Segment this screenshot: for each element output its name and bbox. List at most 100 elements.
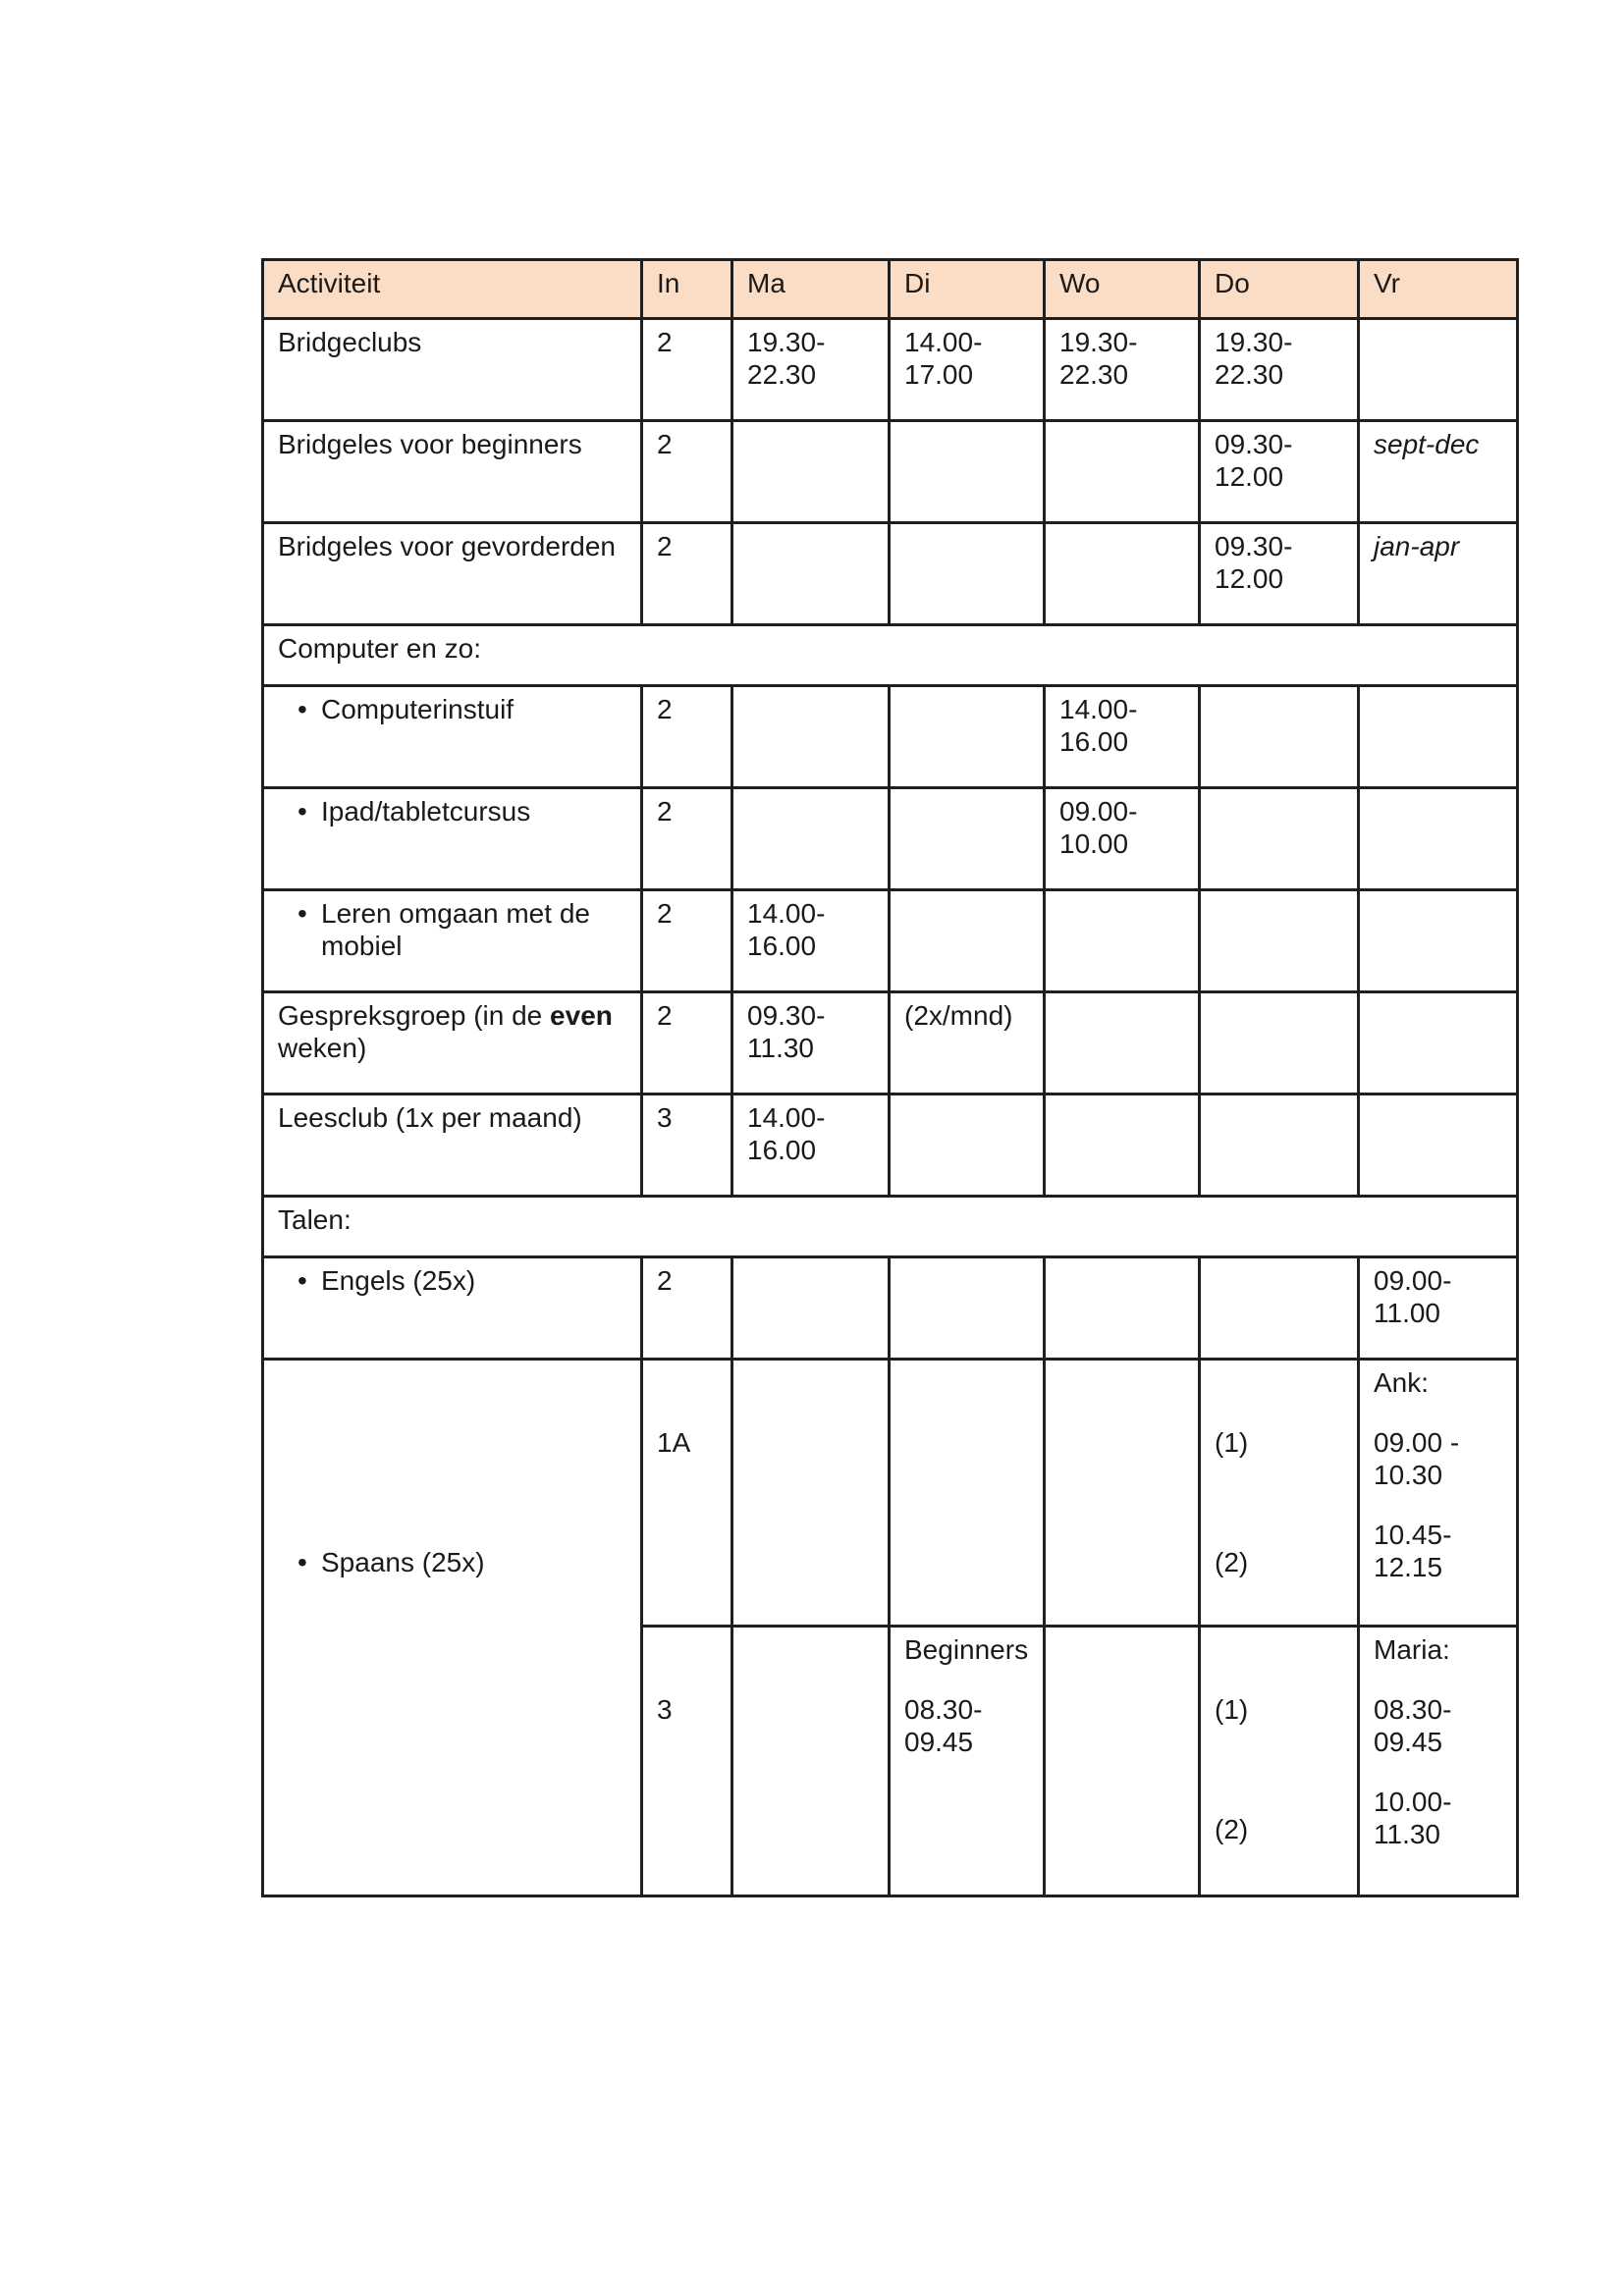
table-row: Bridgeles voor beginners 2 09.30- 12.00 sep… [261,419,1519,524]
cell-paragraph: 14.00- 16.00 [747,898,826,961]
header-cell-do: Do [1198,258,1360,320]
table-header-row: Activiteit In Ma Di Wo Do Vr [261,258,1519,320]
cell-ma: 14.00- 16.00 [731,1093,891,1198]
cell-di [888,684,1046,789]
cell-di [888,1255,1046,1361]
cell-paragraph: 09.00- 10.00 [1059,796,1138,859]
cell-paragraph: 3 [657,1102,673,1133]
cell-paragraph: 10.00- 11.30 [1374,1787,1452,1849]
table-row: Gespreksgroep (in de even weken) 2 09.30- … [261,990,1519,1095]
cell-paragraph: 14.00- 17.00 [904,327,983,390]
cell-paragraph [278,1366,628,1399]
cell-wo [1043,1093,1201,1198]
section-cell: Talen: [261,1195,1519,1258]
cell-di: (2x/mnd) [888,990,1046,1095]
cell-paragraph: 19.30- 22.30 [1215,327,1293,390]
cell-paragraph: 2 [657,531,673,561]
cell-wo [1043,419,1201,524]
cell-paragraph: 19.30- 22.30 [747,327,826,390]
cell-activiteit: Engels (25x) [261,1255,643,1361]
section-cell: Computer en zo: [261,623,1519,687]
cell-activiteit: Leesclub (1x per maand) [261,1093,643,1198]
cell-paragraph: Bridgeles voor gevorderden [278,531,616,561]
cell-vr: Maria: 08.30- 09.45 10.00- 11.30 [1357,1625,1519,1897]
table-header: Activiteit In Ma Di Wo Do Vr [261,258,1519,320]
cell-di [888,888,1046,993]
cell-paragraph: 09.30- 12.00 [1215,429,1293,492]
cell-di: 14.00- 17.00 [888,317,1046,422]
cell-in: 2 [640,786,733,891]
cell-paragraph [278,1426,628,1459]
cell-paragraph: (2) [1215,1814,1249,1844]
header-cell-wo: Wo [1043,258,1201,320]
table-body: Bridgeclubs 2 19.30- 22.30 14.00- 17.00 19.3… [261,317,1519,1897]
cell-paragraph: Spaans (25x) [278,1546,628,1578]
cell-wo [1043,990,1201,1095]
cell-di [888,1093,1046,1198]
cell-wo [1043,1255,1201,1361]
cell-in: 1A [640,1358,733,1628]
cell-vr: Ank: 09.00 - 10.30 10.45- 12.15 [1357,1358,1519,1628]
cell-in: 3 [640,1625,733,1897]
cell-paragraph: Bridgeles voor beginners [278,429,582,459]
cell-wo [1043,888,1201,993]
cell-ma: 09.30- 11.30 [731,990,891,1095]
cell-paragraph: Maria: [1374,1634,1450,1665]
cell-paragraph: (1) [1215,1694,1249,1725]
cell-paragraph: Leren omgaan met de mobiel [278,897,628,962]
cell-activiteit: Ipad/tabletcursus [261,786,643,891]
cell-do: 09.30- 12.00 [1198,521,1360,626]
cell-ma [731,1358,891,1628]
cell-paragraph: 2 [657,796,673,827]
header-cell-activiteit: Activiteit [261,258,643,320]
cell-do [1198,1093,1360,1198]
cell-activiteit: Computerinstuif [261,684,643,789]
cell-paragraph: Leesclub (1x per maand) [278,1102,582,1133]
cell-paragraph: 19.30- 22.30 [1059,327,1138,390]
cell-paragraph: 09.30- 11.30 [747,1000,826,1063]
cell-activiteit: Bridgeles voor gevorderden [261,521,643,626]
cell-paragraph: (2) [1215,1547,1249,1577]
cell-vr: jan-apr [1357,521,1519,626]
cell-paragraph: Gespreksgroep (in de even weken) [278,1000,613,1063]
cell-wo: 09.00- 10.00 [1043,786,1201,891]
cell-activiteit: Leren omgaan met de mobiel [261,888,643,993]
cell-paragraph: 09.00 - 10.30 [1374,1427,1460,1490]
cell-vr [1357,1093,1519,1198]
cell-paragraph: Computer en zo: [278,633,481,664]
cell-activiteit: Gespreksgroep (in de even weken) [261,990,643,1095]
table-row: Leesclub (1x per maand) 3 14.00- 16.00 [261,1093,1519,1198]
cell-activiteit: Bridgeles voor beginners [261,419,643,524]
cell-activiteit: Spaans (25x) [261,1358,643,1897]
cell-paragraph: 2 [657,694,673,724]
cell-ma: 19.30- 22.30 [731,317,891,422]
cell-do [1198,684,1360,789]
cell-do [1198,888,1360,993]
cell-vr: 09.00- 11.00 [1357,1255,1519,1361]
cell-paragraph: Bridgeclubs [278,327,422,357]
cell-ma [731,1255,891,1361]
cell-paragraph: 09.30- 12.00 [1215,531,1293,594]
cell-do: (1) (2) [1198,1358,1360,1628]
cell-in: 2 [640,990,733,1095]
cell-di: Beginners 08.30- 09.45 [888,1625,1046,1897]
cell-di [888,786,1046,891]
cell-paragraph [1215,1633,1345,1666]
cell-wo [1043,521,1201,626]
cell-di [888,419,1046,524]
cell-vr [1357,684,1519,789]
cell-in: 2 [640,521,733,626]
cell-paragraph: 2 [657,429,673,459]
cell-paragraph: jan-apr [1374,531,1460,561]
cell-in: 3 [640,1093,733,1198]
cell-do [1198,990,1360,1095]
cell-in: 2 [640,888,733,993]
cell-wo [1043,1358,1201,1628]
cell-paragraph: 2 [657,898,673,929]
table-row: Leren omgaan met de mobiel 2 14.00- 16.00 [261,888,1519,993]
cell-ma [731,419,891,524]
cell-paragraph: 14.00- 16.00 [747,1102,826,1165]
cell-paragraph: Talen: [278,1204,352,1235]
cell-do [1198,786,1360,891]
cell-ma [731,684,891,789]
